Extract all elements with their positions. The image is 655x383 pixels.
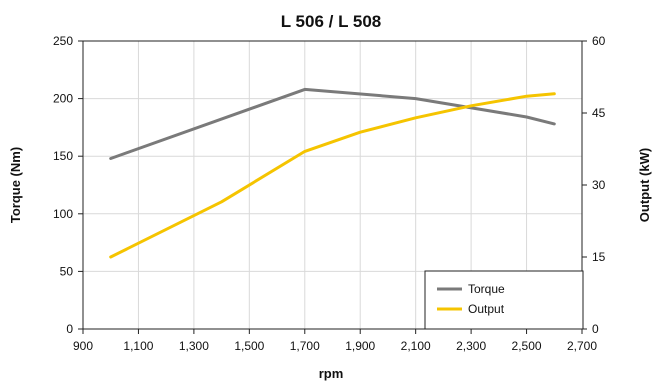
- x-tick-label: 1,900: [345, 339, 375, 353]
- legend-label-output: Output: [468, 302, 505, 316]
- x-axis-label: rpm: [319, 366, 344, 381]
- y-axis-left-label: Torque (Nm): [8, 147, 23, 223]
- y-left-tick-label: 100: [53, 207, 73, 221]
- x-tick-label: 1,500: [234, 339, 264, 353]
- y-right-tick-label: 45: [592, 106, 606, 120]
- y-axis-right-label: Output (kW): [637, 148, 652, 222]
- y-right-tick-label: 15: [592, 250, 606, 264]
- series-line-torque: [109, 87, 556, 160]
- legend-box: [424, 270, 584, 330]
- series-lines: [109, 87, 556, 259]
- y-right-tick-label: 30: [592, 178, 606, 192]
- x-tick-label: 900: [73, 339, 93, 353]
- axis-ticks: 900 1,100 1,300 1,500 1,700 1,900 2,100 2,300 2,…: [53, 34, 606, 353]
- legend: Torque Output: [424, 270, 584, 330]
- x-tick-label: 1,300: [179, 339, 209, 353]
- x-tick-label: 1,100: [123, 339, 153, 353]
- series-line-output: [109, 92, 556, 259]
- x-tick-label: 2,500: [512, 339, 542, 353]
- y-left-tick-label: 250: [53, 34, 73, 48]
- x-tick-label: 2,300: [456, 339, 486, 353]
- y-left-tick-label: 200: [53, 92, 73, 106]
- y-left-tick-label: 50: [60, 264, 74, 278]
- y-right-tick-label: 60: [592, 34, 606, 48]
- x-tick-label: 1,700: [290, 339, 320, 353]
- chart-title: L 506 / L 508: [281, 12, 382, 31]
- y-right-tick-label: 0: [592, 322, 599, 336]
- legend-label-torque: Torque: [468, 282, 505, 296]
- y-left-tick-label: 0: [66, 322, 73, 336]
- x-tick-label: 2,700: [567, 339, 597, 353]
- y-left-tick-label: 150: [53, 149, 73, 163]
- x-tick-label: 2,100: [401, 339, 431, 353]
